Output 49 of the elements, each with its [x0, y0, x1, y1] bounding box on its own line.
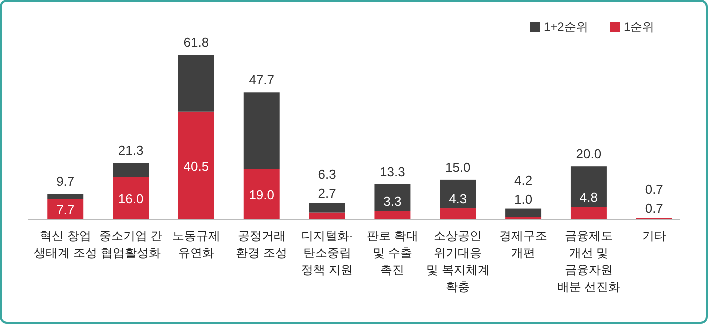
bar [178, 112, 214, 220]
x-tick-label: 혁신 창업 생태계 조성 [34, 229, 98, 260]
x-tick-label: 금융제도 개선 및 금융자원 배분 선진화 [557, 229, 621, 294]
data-label: 40.5 [184, 158, 210, 174]
data-label: 3.3 [384, 194, 402, 210]
data-label: 4.8 [580, 190, 598, 206]
x-tick-label: 디지털화· 탄소중립 정책 지원 [301, 229, 354, 277]
bar [178, 55, 214, 112]
data-label: 16.0 [118, 192, 144, 207]
bar [309, 203, 346, 213]
total-label: 61.8 [184, 35, 210, 50]
bar [570, 166, 607, 208]
total-label: 4.2 [514, 172, 533, 188]
bar [244, 92, 280, 170]
total-label: 6.3 [318, 167, 336, 182]
data-label: 2.7 [318, 186, 336, 202]
bar [113, 163, 150, 178]
bar [374, 211, 411, 220]
legend-label: 1순위 [624, 20, 655, 34]
x-tick-label: 소상공인 위기대응 및 복지체계 확충 [426, 229, 490, 294]
bar [570, 207, 607, 220]
x-tick-label: 공정거래 환경 조성 [236, 229, 288, 260]
x-tick-label: 중소기업 간 협업활성화 [99, 229, 163, 260]
bar [440, 180, 476, 209]
bar [244, 169, 280, 220]
bar [440, 208, 476, 220]
bar [506, 208, 542, 218]
data-label: 19.0 [249, 188, 275, 203]
total-label: 15.0 [445, 160, 471, 175]
bar [309, 212, 346, 220]
data-label: 7.7 [56, 202, 75, 218]
legend-label: 1+2순위 [544, 20, 588, 34]
x-tick-label: 판로 확대 및 수출 촉진 [367, 229, 418, 277]
total-label: 21.3 [118, 143, 144, 158]
bar [48, 199, 84, 220]
total-label: 13.3 [380, 164, 406, 180]
total-label: 0.7 [645, 201, 664, 216]
data-label: 4.3 [449, 192, 468, 207]
bar [374, 184, 411, 212]
bar [113, 177, 150, 220]
x-tick-label: 경제구조 개편 [500, 229, 548, 260]
x-tick-label: 노동규제 유연화 [172, 229, 220, 260]
total-label: 9.7 [56, 174, 75, 190]
data-label: 0.7 [645, 182, 664, 198]
data-label: 1.0 [514, 192, 533, 207]
bar [48, 194, 84, 200]
total-label: 20.0 [576, 146, 602, 162]
x-tick-label: 기타 [642, 229, 666, 243]
total-label: 47.7 [249, 72, 275, 88]
